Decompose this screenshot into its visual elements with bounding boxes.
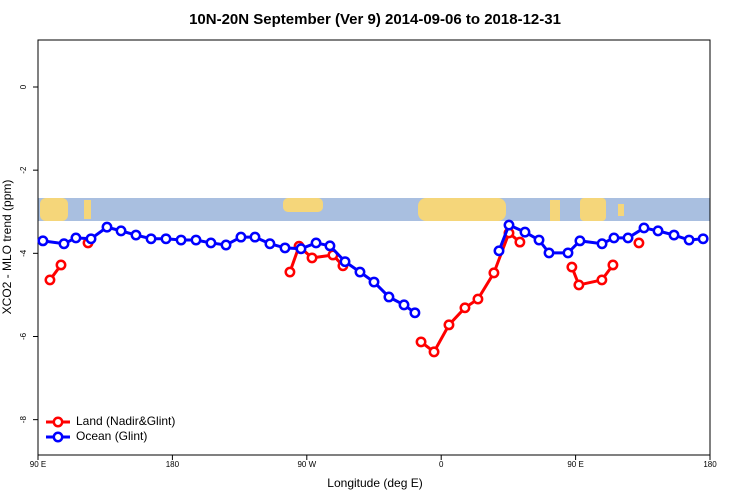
point xyxy=(519,226,531,238)
point xyxy=(145,233,157,245)
point xyxy=(101,221,113,233)
point xyxy=(58,238,70,250)
point xyxy=(279,242,291,254)
point xyxy=(409,307,421,319)
point xyxy=(514,236,526,248)
point xyxy=(493,245,505,257)
point xyxy=(472,293,484,305)
x-axis-label: Longitude (deg E) xyxy=(327,476,422,490)
map-strip xyxy=(38,198,710,221)
x-tick-label: 180 xyxy=(703,460,717,469)
y-tick-label: -6 xyxy=(19,332,28,340)
y-tick-label: -2 xyxy=(19,166,28,174)
point xyxy=(249,231,261,243)
y-tick-label: -4 xyxy=(19,249,28,257)
x-tick-label: 180 xyxy=(166,460,180,469)
point xyxy=(652,225,664,237)
point xyxy=(383,291,395,303)
legend-label: Land (Nadir&Glint) xyxy=(76,414,175,428)
y-tick-label: -8 xyxy=(19,416,28,424)
point xyxy=(596,238,608,250)
point xyxy=(398,299,410,311)
point xyxy=(459,302,471,314)
y-axis-label: XCO2 - MLO trend (ppm) xyxy=(0,180,14,315)
point xyxy=(130,229,142,241)
point xyxy=(37,235,49,247)
point xyxy=(608,232,620,244)
point xyxy=(533,234,545,246)
point xyxy=(324,240,336,252)
point xyxy=(55,259,67,271)
point xyxy=(44,274,56,286)
point xyxy=(264,238,276,250)
point xyxy=(683,234,695,246)
y-tick-label: 0 xyxy=(19,84,28,89)
point xyxy=(562,247,574,259)
x-tick-label: 90 E xyxy=(567,460,583,469)
point xyxy=(415,336,427,348)
point xyxy=(339,256,351,268)
point xyxy=(235,231,247,243)
point xyxy=(488,267,500,279)
point xyxy=(306,252,318,264)
point xyxy=(160,233,172,245)
point xyxy=(70,232,82,244)
point xyxy=(574,235,586,247)
point xyxy=(354,266,366,278)
point xyxy=(596,274,608,286)
point xyxy=(503,219,515,231)
x-tick-label: 90 E xyxy=(30,460,46,469)
point xyxy=(607,259,619,271)
point xyxy=(633,237,645,249)
point xyxy=(543,247,555,259)
point xyxy=(220,239,232,251)
point xyxy=(428,346,440,358)
point xyxy=(115,225,127,237)
point xyxy=(638,222,650,234)
point xyxy=(622,232,634,244)
point xyxy=(190,234,202,246)
point xyxy=(566,261,578,273)
point xyxy=(697,233,709,245)
point xyxy=(368,276,380,288)
point xyxy=(295,243,307,255)
point xyxy=(310,237,322,249)
legend-label: Ocean (Glint) xyxy=(76,429,147,443)
point xyxy=(573,279,585,291)
chart-title: 10N-20N September (Ver 9) 2014-09-06 to … xyxy=(189,11,561,28)
point xyxy=(85,233,97,245)
point xyxy=(443,319,455,331)
point xyxy=(205,237,217,249)
plot-frame xyxy=(37,39,711,456)
x-tick-label: 0 xyxy=(439,460,444,469)
series-line xyxy=(42,223,704,315)
x-tick-label: 90 W xyxy=(297,460,316,469)
point xyxy=(284,266,296,278)
legend-marker xyxy=(52,431,64,443)
point xyxy=(668,229,680,241)
legend-marker xyxy=(52,416,64,428)
point xyxy=(175,234,187,246)
